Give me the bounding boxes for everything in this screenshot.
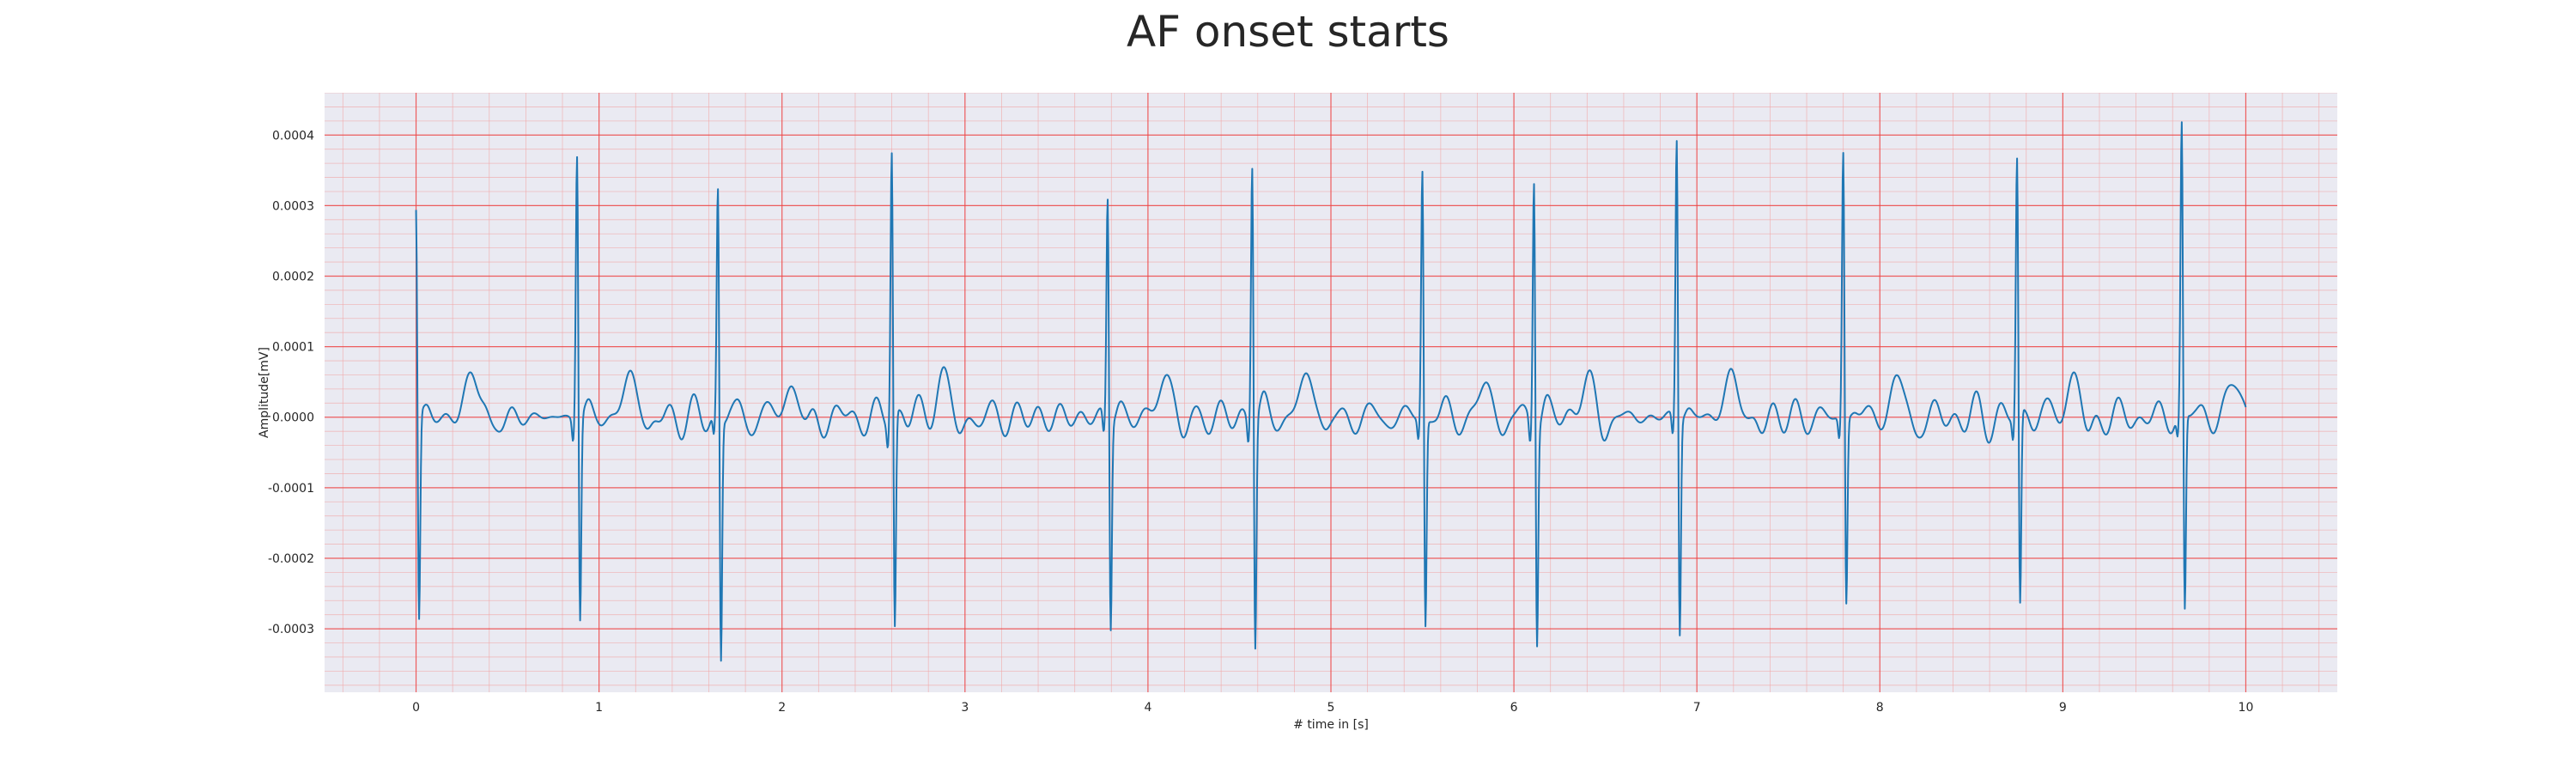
x-tick-label: 8 — [1876, 701, 1884, 715]
x-tick-label: 5 — [1327, 701, 1335, 715]
x-tick-label: 10 — [2239, 701, 2254, 715]
y-tick-label: 0.0002 — [272, 271, 314, 284]
y-tick-label: -0.0003 — [268, 623, 314, 636]
y-tick-label: 0.0004 — [272, 129, 314, 143]
x-tick-label: 0 — [412, 701, 420, 715]
x-tick-label: 7 — [1693, 701, 1701, 715]
x-axis-label: # time in [s] — [1293, 718, 1369, 732]
x-tick-label: 3 — [961, 701, 969, 715]
y-tick-label: 0.0001 — [272, 341, 314, 355]
x-tick-label: 4 — [1144, 701, 1151, 715]
grid-lines — [325, 93, 2337, 692]
x-tick-label: 9 — [2059, 701, 2067, 715]
y-axis-label: Amplitude[mV] — [258, 347, 271, 438]
chart-title: AF onset starts — [1127, 7, 1449, 57]
series-group — [415, 121, 2247, 662]
x-tick-label: 6 — [1510, 701, 1518, 715]
y-tick-label: 0.0000 — [272, 411, 314, 425]
y-tick-label: 0.0003 — [272, 199, 314, 213]
y-tick-label: -0.0002 — [268, 552, 314, 566]
x-tick-label: 1 — [595, 701, 603, 715]
ecg-series-line — [415, 121, 2247, 662]
y-tick-label: -0.0001 — [268, 482, 314, 496]
x-tick-label: 2 — [778, 701, 786, 715]
